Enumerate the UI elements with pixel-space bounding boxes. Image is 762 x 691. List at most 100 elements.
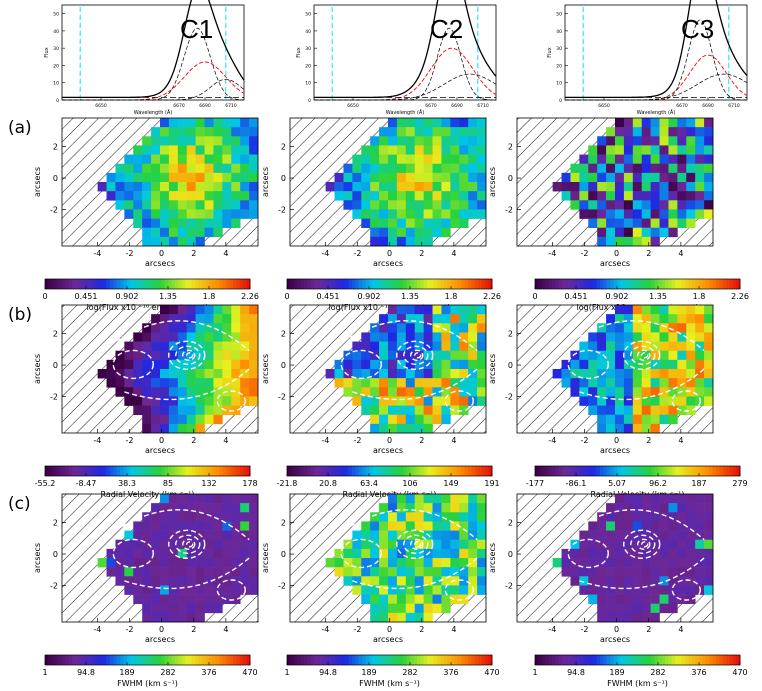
colorbar-segment bbox=[96, 655, 101, 665]
map-spaxel bbox=[240, 548, 250, 559]
map-spaxel bbox=[160, 341, 170, 352]
colorbar-segment bbox=[440, 279, 445, 289]
colorbar-segment bbox=[113, 466, 118, 476]
map-ylabel: arcsecs bbox=[488, 354, 497, 384]
map-spaxel bbox=[432, 530, 442, 541]
colorbar-segment bbox=[658, 655, 662, 665]
map-spaxel bbox=[124, 387, 134, 397]
map-spaxel bbox=[704, 305, 714, 315]
map-spaxel bbox=[704, 332, 714, 342]
map-spaxel bbox=[361, 378, 371, 388]
colorbar-segment bbox=[474, 655, 479, 665]
colorbar-segment bbox=[589, 279, 594, 289]
map-spaxel bbox=[650, 200, 660, 210]
map-spaxel bbox=[414, 558, 424, 568]
map-spaxel bbox=[186, 369, 196, 379]
colorbar-segment bbox=[454, 279, 459, 289]
map-spaxel bbox=[623, 567, 634, 577]
map-spaxel bbox=[204, 576, 214, 586]
map-spaxel bbox=[677, 314, 687, 324]
map-spaxel bbox=[459, 163, 469, 174]
map-spaxel bbox=[177, 521, 188, 531]
map-spaxel bbox=[686, 200, 696, 210]
map-spaxel bbox=[597, 567, 607, 577]
colorbar-segment bbox=[488, 655, 493, 665]
map-spaxel bbox=[641, 154, 651, 165]
map-spaxel bbox=[441, 503, 451, 513]
map-spaxel bbox=[213, 396, 223, 406]
colorbar-segment bbox=[488, 466, 493, 476]
colorbar-tick-label: 0.902 bbox=[606, 292, 629, 301]
map-spaxel bbox=[379, 154, 389, 165]
map-spaxel bbox=[615, 314, 625, 324]
map-spaxel bbox=[561, 191, 571, 201]
map-spaxel bbox=[388, 200, 398, 210]
map-spaxel bbox=[432, 539, 442, 550]
map-spaxel bbox=[704, 558, 714, 568]
map-spaxel bbox=[240, 332, 250, 342]
map-spaxel bbox=[677, 145, 687, 155]
map-spaxel bbox=[151, 236, 161, 247]
colorbar-segment bbox=[144, 466, 148, 476]
map-spaxel bbox=[423, 567, 433, 577]
map-spaxel bbox=[695, 512, 705, 522]
map-spaxel bbox=[343, 387, 353, 397]
colorbar-segment bbox=[89, 655, 94, 665]
map-spaxel bbox=[168, 236, 179, 247]
map-spaxel bbox=[468, 558, 478, 568]
colorbar-frame bbox=[534, 465, 741, 477]
map-spaxel bbox=[686, 558, 696, 568]
map-spaxel bbox=[668, 305, 678, 315]
colorbar-segment bbox=[413, 466, 418, 476]
map-spaxel bbox=[168, 512, 179, 522]
map-spaxel bbox=[396, 548, 407, 559]
map-spaxel bbox=[423, 387, 433, 397]
colorbar-segment bbox=[120, 655, 124, 665]
map-spaxel bbox=[632, 341, 643, 352]
map-spaxel bbox=[361, 548, 371, 559]
map-spaxel bbox=[249, 530, 259, 541]
map-spaxel bbox=[195, 594, 205, 605]
map-spaxel bbox=[240, 209, 250, 219]
colorbar-segment bbox=[558, 655, 563, 665]
map-spaxel bbox=[213, 512, 223, 522]
colorbar-segment bbox=[399, 655, 404, 665]
map-spaxel bbox=[459, 567, 469, 577]
colorbar-tick-label: 178 bbox=[242, 479, 257, 488]
colorbar-segment bbox=[362, 466, 366, 476]
map-spaxel bbox=[334, 548, 344, 559]
map-xtick-label: -4 bbox=[548, 436, 556, 445]
map-spaxel bbox=[186, 585, 196, 595]
map-spaxel bbox=[177, 387, 188, 397]
map-spaxel bbox=[650, 558, 660, 568]
map-spaxel bbox=[632, 154, 643, 165]
map-spaxel bbox=[659, 414, 669, 425]
map-spaxel bbox=[249, 332, 259, 342]
map-spaxel bbox=[222, 585, 232, 595]
map-spaxel bbox=[124, 209, 134, 219]
map-spaxel bbox=[632, 323, 643, 333]
map-spaxel bbox=[686, 567, 696, 577]
map-spaxel bbox=[659, 314, 669, 324]
map-spaxel bbox=[632, 503, 643, 513]
map-spaxel bbox=[570, 548, 580, 559]
map-spaxel bbox=[231, 305, 241, 315]
map-spaxel bbox=[168, 369, 179, 379]
colorbar-tick-label: 189 bbox=[119, 668, 134, 677]
colorbar-segment bbox=[144, 655, 148, 665]
colorbar-segment bbox=[48, 655, 53, 665]
map-xtick-label: 2 bbox=[419, 625, 424, 634]
map-spaxel bbox=[160, 182, 170, 192]
map-spaxel bbox=[151, 314, 161, 324]
colorbar-segment bbox=[719, 655, 724, 665]
map-spaxel bbox=[423, 576, 433, 586]
map-spaxel bbox=[213, 323, 223, 333]
map-spaxel bbox=[414, 414, 424, 425]
map-ytick-label: 0 bbox=[508, 361, 513, 370]
colorbar-segment bbox=[651, 655, 655, 665]
colorbar-segment bbox=[586, 279, 591, 289]
map-spaxel bbox=[133, 396, 143, 406]
map-spaxel bbox=[459, 341, 469, 352]
map-spaxel bbox=[606, 341, 616, 352]
map-contour bbox=[567, 538, 609, 569]
